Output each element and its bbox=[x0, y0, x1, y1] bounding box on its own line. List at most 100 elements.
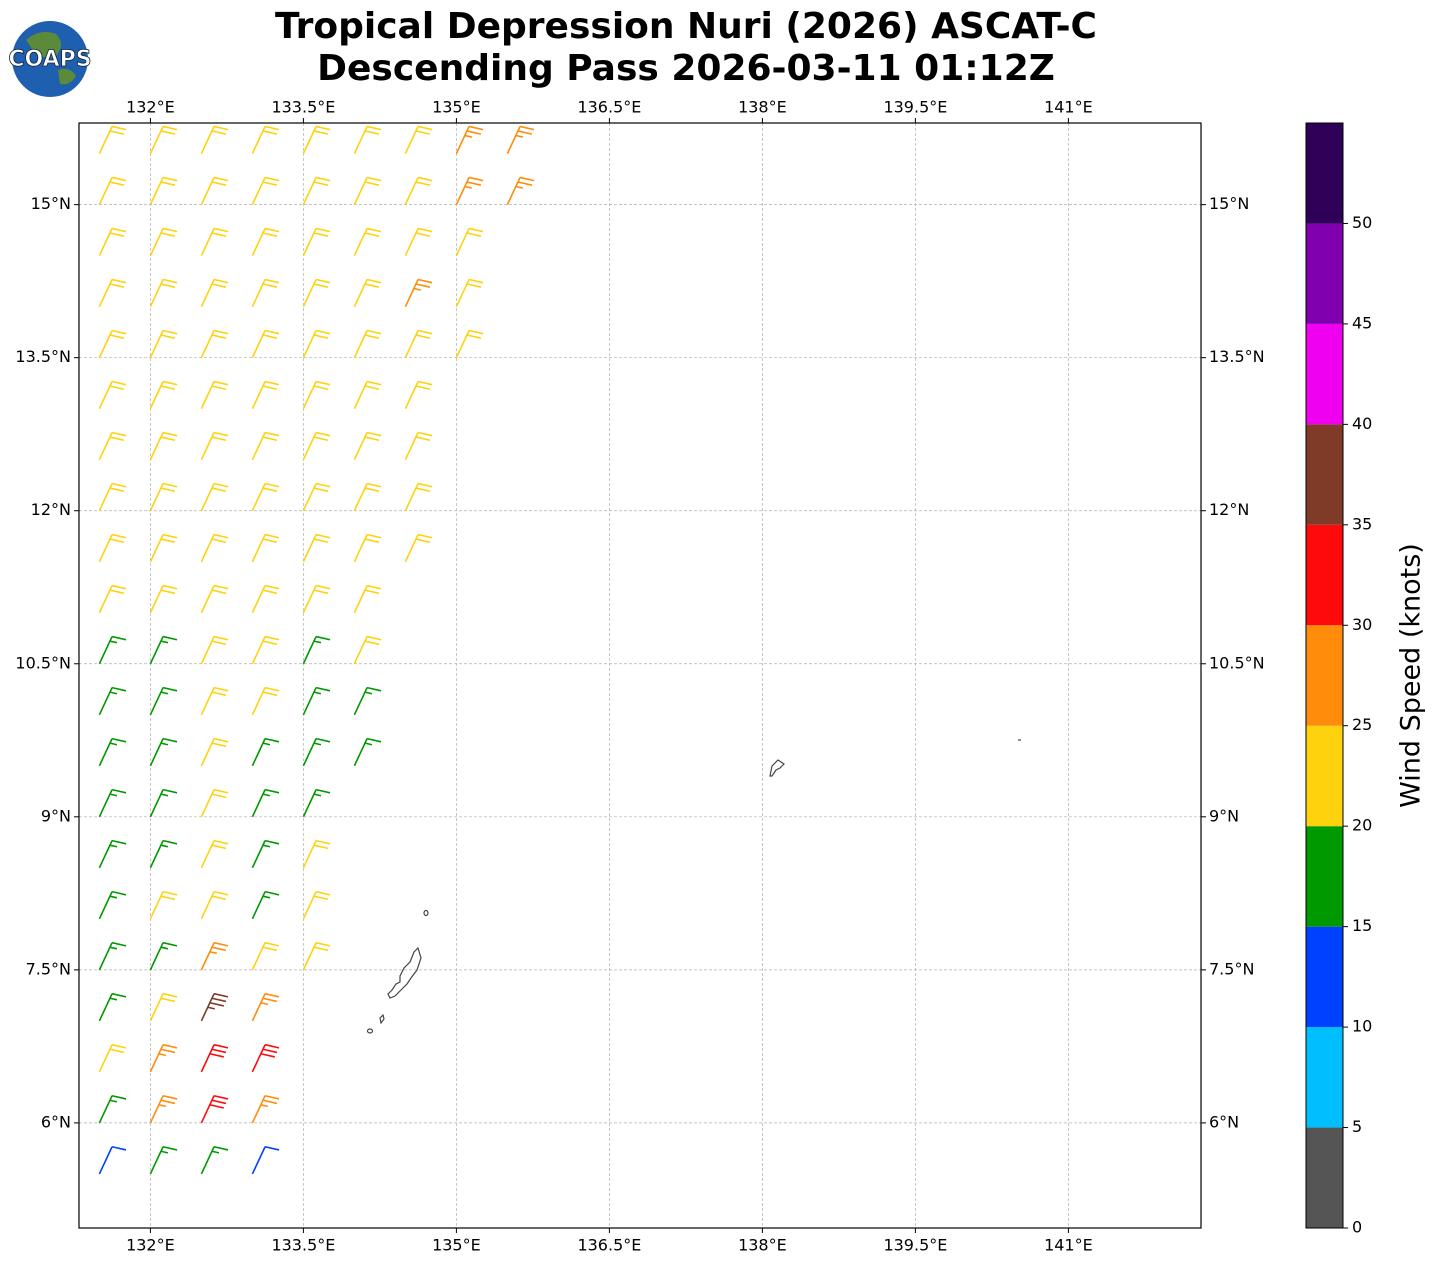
x-tick-label: 133.5°E bbox=[271, 1236, 335, 1255]
wind-barb bbox=[353, 176, 382, 205]
colorbar-tick-label: 25 bbox=[1352, 715, 1372, 734]
wind-barb bbox=[149, 686, 178, 716]
wind-barb bbox=[98, 431, 127, 461]
x-tick-label: 139.5°E bbox=[883, 98, 947, 117]
wind-barb bbox=[302, 788, 331, 818]
wind-barb bbox=[200, 125, 229, 154]
wind-barb bbox=[404, 533, 433, 563]
wind-barb bbox=[200, 584, 229, 614]
wind-barb bbox=[302, 635, 331, 665]
colorbar-segment bbox=[1306, 524, 1343, 626]
wind-barb bbox=[404, 278, 433, 307]
wind-barb bbox=[506, 176, 535, 205]
barbs bbox=[98, 125, 535, 1175]
wind-barb bbox=[302, 431, 331, 461]
colorbar-segment bbox=[1306, 1127, 1343, 1228]
colorbar-tick-label: 20 bbox=[1352, 816, 1372, 835]
colorbar-frame bbox=[1305, 122, 1344, 1229]
wind-barb bbox=[98, 737, 127, 767]
wind-barb bbox=[353, 227, 382, 256]
x-tick-label: 138°E bbox=[738, 98, 787, 117]
wind-barb bbox=[200, 329, 229, 359]
wind-barb bbox=[251, 890, 280, 920]
wind-barb bbox=[149, 788, 178, 818]
wind-barb bbox=[149, 635, 178, 665]
wind-barb bbox=[404, 482, 433, 512]
wind-barb bbox=[149, 125, 178, 154]
wind-barb bbox=[455, 125, 484, 154]
colorbar-segment bbox=[1306, 223, 1343, 324]
wind-barb bbox=[200, 431, 229, 461]
wind-barb bbox=[149, 431, 178, 461]
y-tick-label: 9°N bbox=[1209, 806, 1239, 825]
y-tick-label: 12°N bbox=[1209, 500, 1249, 519]
wind-barb bbox=[302, 176, 331, 205]
x-tick-label: 138°E bbox=[738, 1236, 787, 1255]
wind-barb bbox=[98, 380, 127, 410]
wind-barb bbox=[200, 788, 229, 818]
wind-barb bbox=[98, 227, 127, 256]
wind-barb bbox=[149, 278, 178, 307]
wind-barb bbox=[149, 584, 178, 614]
wind-barb bbox=[98, 329, 127, 359]
wind-barb bbox=[353, 482, 382, 512]
wind-barb bbox=[251, 176, 280, 205]
wind-barb bbox=[98, 686, 127, 716]
wind-barb bbox=[98, 482, 127, 512]
wind-barb bbox=[302, 890, 331, 920]
wind-barb bbox=[251, 227, 280, 256]
wind-barb bbox=[302, 125, 331, 154]
wind-barb bbox=[251, 1094, 280, 1124]
colorbar-segment bbox=[1306, 826, 1343, 927]
island bbox=[379, 1013, 385, 1025]
colorbar-segment bbox=[1306, 323, 1343, 425]
logo-land bbox=[26, 32, 76, 85]
map-frame bbox=[78, 122, 1202, 1229]
island bbox=[366, 1028, 374, 1034]
colorbar-segment bbox=[1306, 725, 1343, 827]
island bbox=[387, 946, 422, 999]
wind-barb bbox=[251, 329, 280, 359]
coastlines bbox=[366, 739, 1021, 1034]
colorbar-label: Wind Speed (knots) bbox=[1396, 543, 1427, 808]
wind-barb bbox=[98, 890, 127, 920]
colorbar-tick-label: 5 bbox=[1352, 1117, 1362, 1136]
wind-barb bbox=[149, 533, 178, 563]
y-tick-label: 6°N bbox=[41, 1112, 71, 1131]
wind-barb bbox=[200, 1145, 229, 1175]
wind-barb bbox=[149, 839, 178, 869]
wind-barb bbox=[98, 278, 127, 307]
y-tick-label: 6°N bbox=[1209, 1112, 1239, 1131]
wind-barb bbox=[149, 329, 178, 359]
x-tick-label: 132°E bbox=[126, 98, 175, 117]
wind-barb bbox=[200, 1043, 229, 1073]
wind-barb bbox=[353, 686, 382, 716]
wind-barb bbox=[98, 941, 127, 971]
wind-barb bbox=[251, 635, 280, 665]
wind-barb bbox=[149, 1094, 178, 1124]
wind-barb bbox=[149, 227, 178, 256]
island bbox=[769, 759, 785, 777]
colorbar-tick-label: 10 bbox=[1352, 1017, 1372, 1036]
wind-barb bbox=[149, 1145, 178, 1175]
wind-barb bbox=[149, 1043, 178, 1073]
wind-barb bbox=[302, 686, 331, 716]
wind-barb bbox=[200, 992, 229, 1022]
wind-barb bbox=[302, 737, 331, 767]
wind-barb bbox=[98, 584, 127, 614]
colorbar-tick-label: 50 bbox=[1352, 213, 1372, 232]
wind-barb bbox=[251, 839, 280, 869]
wind-barb bbox=[200, 227, 229, 256]
wind-barb bbox=[200, 482, 229, 512]
wind-barb bbox=[98, 533, 127, 563]
wind-barb bbox=[200, 839, 229, 869]
wind-barb bbox=[200, 686, 229, 716]
wind-barb bbox=[149, 482, 178, 512]
wind-barb bbox=[302, 482, 331, 512]
wind-barb bbox=[506, 125, 535, 154]
colorbar-tick-label: 35 bbox=[1352, 514, 1372, 533]
wind-barb bbox=[353, 380, 382, 410]
wind-barb bbox=[404, 176, 433, 205]
logo-text: COAPS bbox=[8, 47, 91, 72]
